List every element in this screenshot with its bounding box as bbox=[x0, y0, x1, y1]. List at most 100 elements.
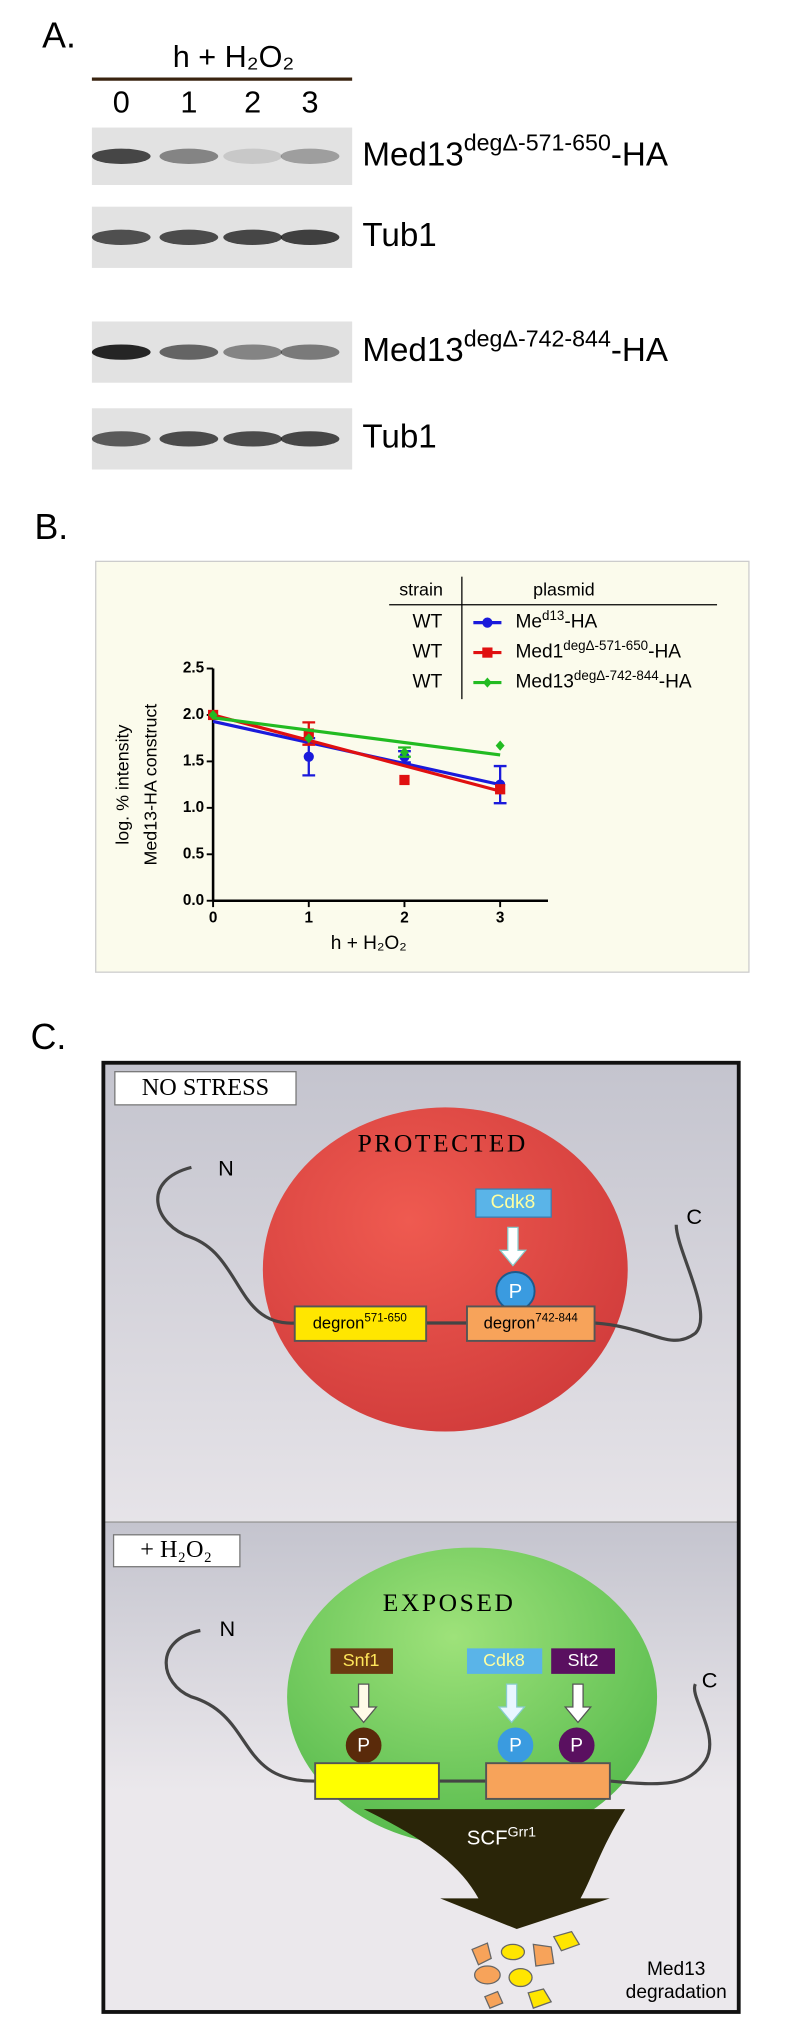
ligase: SCFGrr1 bbox=[467, 1824, 536, 1850]
band bbox=[223, 229, 282, 245]
protected-domain bbox=[262, 1107, 628, 1432]
y-tick-label: 0.5 bbox=[183, 845, 205, 862]
legend-strain: WT bbox=[413, 672, 443, 693]
arrow bbox=[497, 1683, 526, 1724]
kinase: Cdk8 bbox=[491, 1192, 536, 1213]
band bbox=[91, 148, 151, 164]
legend-label: Med13degΔ-742-844-HA bbox=[515, 667, 691, 692]
phospho-site bbox=[497, 1727, 534, 1764]
legend-header: plasmid bbox=[533, 579, 595, 599]
band bbox=[280, 431, 340, 447]
phospho: P bbox=[570, 1736, 583, 1757]
y-tick-label: 2.0 bbox=[183, 706, 204, 723]
state: EXPOSED bbox=[383, 1588, 516, 1617]
phospho: P bbox=[509, 1736, 522, 1757]
band bbox=[91, 344, 151, 360]
protein-chain bbox=[156, 1165, 703, 1342]
outcome: degradation bbox=[626, 1982, 727, 2003]
degron-box bbox=[293, 1305, 428, 1342]
phospho-site bbox=[345, 1727, 382, 1764]
x-axis-label: h + H₂O₂ bbox=[331, 933, 407, 954]
kinase-box bbox=[475, 1188, 552, 1218]
blot-label: Med13degΔ-571-650-HA bbox=[362, 130, 668, 173]
scheme-frame bbox=[101, 1060, 741, 2014]
band bbox=[159, 431, 219, 447]
legend-marker bbox=[482, 647, 493, 658]
degron: degron742-844 bbox=[484, 1312, 579, 1333]
blot-label: Tub1 bbox=[362, 217, 436, 254]
timepoint: 1 bbox=[180, 86, 197, 120]
kinase-box bbox=[330, 1648, 393, 1674]
band bbox=[223, 431, 282, 447]
y-axis-label: Med13-HA construct bbox=[141, 704, 161, 866]
kinase: Snf1 bbox=[343, 1650, 380, 1670]
panel-label: C. bbox=[31, 1017, 67, 1057]
band bbox=[159, 229, 219, 245]
x-tick-label: 0 bbox=[209, 910, 218, 927]
point bbox=[303, 751, 314, 762]
blot-label: Tub1 bbox=[362, 419, 436, 456]
condition: + H₂O₂ bbox=[140, 1536, 212, 1563]
band bbox=[91, 229, 151, 245]
band bbox=[280, 229, 340, 245]
panel-label: A. bbox=[42, 16, 76, 56]
band bbox=[223, 148, 282, 164]
arrow bbox=[563, 1683, 593, 1724]
n-terminus: N bbox=[219, 1616, 235, 1641]
y-axis-label: log. % intensity bbox=[113, 725, 133, 845]
y-tick-label: 2.5 bbox=[183, 660, 205, 677]
c-terminus: C bbox=[702, 1667, 718, 1692]
band bbox=[91, 431, 151, 447]
state: PROTECTED bbox=[358, 1129, 528, 1158]
legend-label: Med1degΔ-571-650-HA bbox=[515, 637, 681, 662]
fragments bbox=[471, 1930, 581, 2009]
panel-label: B. bbox=[34, 507, 68, 547]
blot-label: Med13degΔ-742-844-HA bbox=[362, 326, 668, 369]
kinase: Cdk8 bbox=[483, 1650, 525, 1670]
legend-header: strain bbox=[399, 579, 443, 599]
kinase: Slt2 bbox=[568, 1650, 599, 1670]
condition-box bbox=[114, 1071, 297, 1106]
arrow bbox=[349, 1683, 378, 1724]
point bbox=[495, 740, 505, 751]
chart: 0.0 0.5 1.0 1.5 2.0 2.5 0 1 2 3 h + H₂O₂ log. % int… bbox=[113, 576, 718, 954]
band bbox=[159, 148, 219, 164]
phospho: P bbox=[509, 1281, 523, 1303]
blots: 0 1 2 3 Med13degΔ-571-650-HA Tub1 Med13degΔ-74… bbox=[91, 86, 669, 470]
y-tick-label: 0.0 bbox=[183, 892, 204, 909]
x-tick-label: 3 bbox=[496, 910, 505, 927]
protein-chain bbox=[164, 1628, 712, 1786]
legend-strain: WT bbox=[413, 612, 443, 633]
timepoint: 2 bbox=[244, 86, 261, 120]
condition: NO STRESS bbox=[142, 1074, 269, 1101]
phospho: P bbox=[357, 1736, 370, 1757]
legend-label: Med13-HA bbox=[515, 607, 597, 632]
degradation-arrow bbox=[363, 1809, 626, 1930]
degron-box bbox=[485, 1762, 611, 1800]
trend-line bbox=[212, 713, 501, 793]
timepoint: 3 bbox=[302, 86, 319, 120]
legend-strain: WT bbox=[413, 642, 443, 663]
n-terminus: N bbox=[218, 1156, 234, 1181]
band bbox=[223, 344, 282, 360]
outcome: Med13 bbox=[647, 1959, 705, 1980]
c-terminus: C bbox=[686, 1204, 702, 1229]
treatment-label: h + H₂O₂ bbox=[173, 40, 295, 74]
point bbox=[400, 747, 409, 758]
degron-box bbox=[314, 1762, 440, 1800]
x-tick-label: 1 bbox=[305, 910, 314, 927]
y-tick-label: 1.5 bbox=[183, 752, 205, 769]
y-tick-label: 1.0 bbox=[183, 799, 204, 816]
band bbox=[280, 344, 340, 360]
degron-box bbox=[466, 1305, 596, 1342]
phospho-site bbox=[558, 1727, 595, 1764]
arrow bbox=[498, 1226, 528, 1267]
degron: degron571-650 bbox=[313, 1312, 407, 1333]
trend-line bbox=[212, 716, 501, 757]
band bbox=[159, 344, 219, 360]
point bbox=[399, 774, 410, 786]
kinase-box bbox=[466, 1648, 543, 1674]
x-tick-label: 2 bbox=[400, 910, 409, 927]
kinase-box bbox=[551, 1648, 615, 1674]
